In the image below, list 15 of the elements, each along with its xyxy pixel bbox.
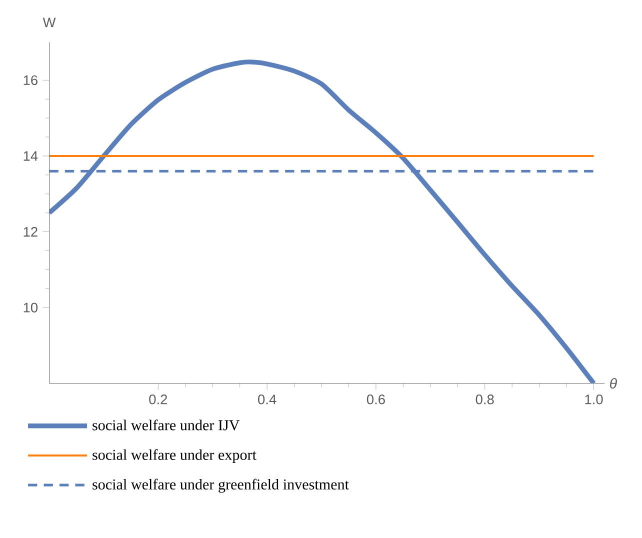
- legend-label: social welfare under export: [92, 449, 256, 464]
- y-axis-title: W: [42, 18, 56, 28]
- x-tick-label: 0.2: [149, 394, 168, 404]
- x-tick-label: 0.4: [258, 394, 276, 404]
- y-tick-label: 10: [24, 302, 38, 313]
- y-tick-label: 16: [24, 75, 38, 86]
- x-tick-label: 0.6: [366, 394, 385, 404]
- y-tick-label: 14: [24, 151, 38, 161]
- legend-label: social welfare under greenfield investment: [92, 478, 349, 493]
- x-tick-label: 1.0: [585, 394, 603, 404]
- y-tick-label: 12: [24, 227, 38, 237]
- x-tick-label: 0.8: [476, 394, 494, 404]
- legend-label: social welfare under IJV: [92, 420, 240, 431]
- line-series: [49, 60, 596, 384]
- x-axis-title: θ: [610, 378, 617, 389]
